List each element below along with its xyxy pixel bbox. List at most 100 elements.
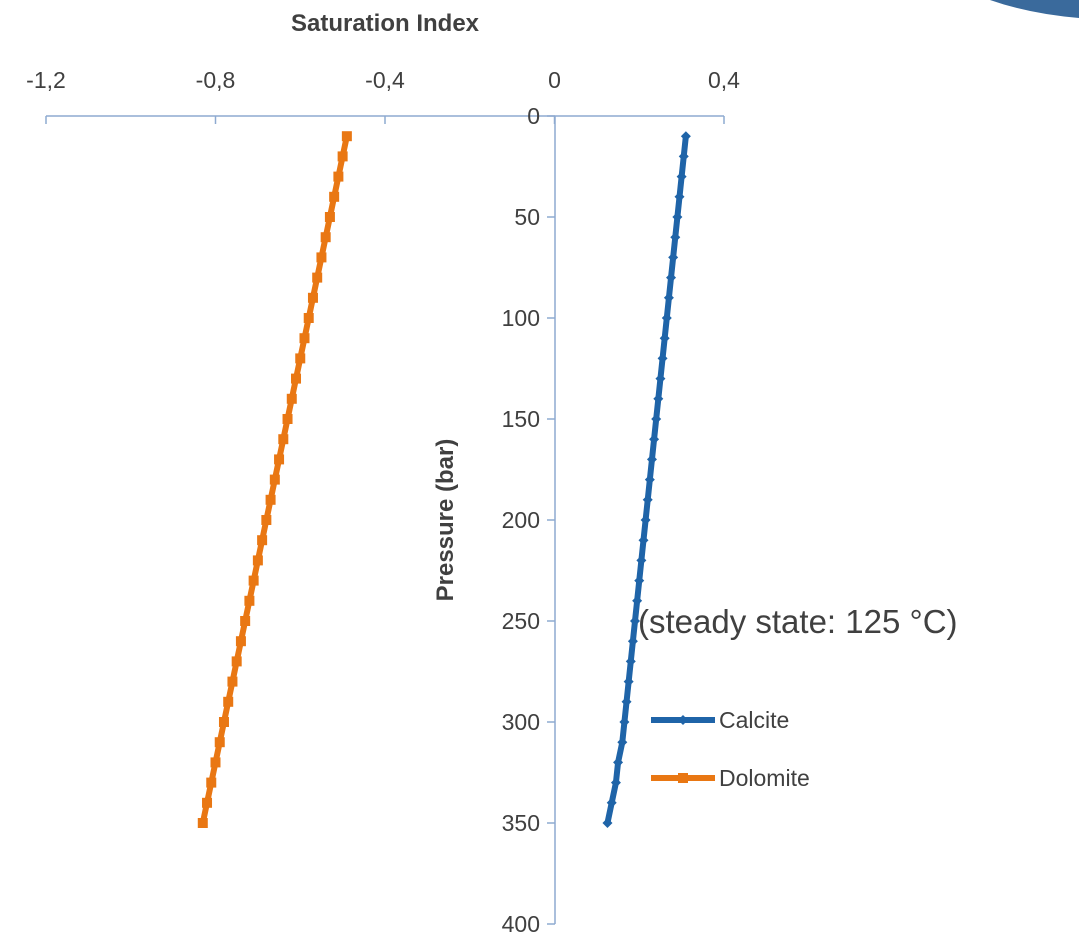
data-point: [282, 414, 293, 424]
data-point: [218, 717, 229, 727]
corner-decoration: [990, 0, 1079, 18]
data-point: [623, 676, 634, 687]
x-axis-title: Saturation Index: [291, 10, 480, 37]
data-point: [252, 555, 263, 566]
y-tick-label: 200: [502, 507, 540, 533]
data-point: [668, 252, 679, 263]
data-point: [316, 252, 327, 263]
data-point: [613, 757, 624, 768]
data-point: [617, 737, 628, 748]
data-point: [640, 515, 651, 525]
data-point: [638, 535, 649, 546]
data-point: [303, 313, 314, 323]
data-point: [235, 636, 246, 647]
y-tick-label: 100: [502, 305, 540, 331]
data-point: [227, 676, 238, 687]
data-point: [223, 696, 234, 707]
y-tick-label: 400: [502, 911, 540, 937]
data-point: [619, 717, 630, 727]
data-point: [286, 393, 297, 404]
data-point: [606, 797, 617, 808]
y-tick-label: 300: [502, 709, 540, 735]
data-point: [642, 494, 653, 505]
data-point: [265, 494, 276, 505]
data-point: [206, 777, 217, 788]
data-point: [197, 818, 208, 828]
data-point: [661, 313, 672, 323]
data-point: [659, 333, 670, 344]
data-point: [320, 232, 331, 243]
data-point: [240, 616, 251, 626]
data-point: [666, 272, 677, 283]
x-ticks: -1,2 -0,8 -0,4 0 0,4: [26, 67, 740, 124]
data-point: [674, 191, 685, 202]
data-point: [278, 434, 289, 445]
legend-marker: [678, 773, 688, 783]
data-point: [214, 737, 225, 748]
x-tick-label: 0: [548, 67, 561, 93]
data-point: [625, 656, 636, 667]
data-point: [649, 434, 660, 445]
y-tick-label: 50: [514, 204, 540, 230]
data-point: [644, 474, 655, 485]
data-point: [630, 616, 641, 626]
data-point: [257, 535, 268, 546]
legend-item-dolomite: Dolomite: [651, 765, 810, 791]
data-point: [312, 272, 323, 283]
data-point: [634, 575, 645, 586]
y-tick-label: 250: [502, 608, 540, 634]
data-point: [324, 212, 335, 222]
x-tick-label: -0,4: [365, 67, 405, 93]
data-point: [329, 191, 340, 202]
series-dolomite: [197, 131, 352, 828]
axes: [46, 115, 724, 924]
legend: Calcite Dolomite: [651, 707, 810, 791]
y-tick-label: 150: [502, 406, 540, 432]
series-layer: [197, 131, 691, 828]
data-point: [295, 353, 306, 364]
data-point: [621, 696, 632, 707]
data-point: [672, 212, 683, 222]
data-point: [333, 171, 344, 182]
data-point: [657, 353, 668, 364]
series-calcite: [602, 131, 691, 828]
legend-label: Calcite: [719, 707, 789, 733]
data-point: [341, 131, 352, 142]
data-point: [274, 454, 285, 465]
data-point: [653, 393, 664, 404]
data-point: [602, 818, 613, 828]
data-point: [655, 373, 666, 384]
data-point: [670, 232, 681, 243]
data-point: [627, 636, 638, 647]
data-point: [202, 797, 213, 808]
data-point: [231, 656, 242, 667]
data-point: [244, 595, 255, 606]
data-point: [651, 414, 662, 424]
legend-item-calcite: Calcite: [651, 707, 789, 733]
x-tick-label: -0,8: [196, 67, 236, 93]
y-ticks: 0 50 100 150 200 250 300 350 400: [502, 103, 555, 937]
data-point: [307, 292, 318, 303]
data-point: [663, 292, 674, 303]
data-point: [337, 151, 348, 162]
data-point: [678, 151, 689, 162]
y-tick-label: 0: [527, 103, 540, 129]
data-point: [291, 373, 302, 384]
data-point: [248, 575, 259, 586]
legend-marker: [678, 715, 688, 725]
data-point: [269, 474, 280, 485]
data-point: [676, 171, 687, 182]
data-point: [632, 595, 643, 606]
data-point: [636, 555, 647, 566]
legend-label: Dolomite: [719, 765, 810, 791]
data-point: [299, 333, 310, 344]
y-axis-title: Pressure (bar): [432, 439, 459, 602]
data-point: [210, 757, 221, 768]
data-point: [680, 131, 691, 142]
data-point: [646, 454, 657, 465]
x-tick-label: -1,2: [26, 67, 66, 93]
data-point: [610, 777, 621, 788]
y-tick-label: 350: [502, 810, 540, 836]
data-point: [261, 515, 272, 525]
